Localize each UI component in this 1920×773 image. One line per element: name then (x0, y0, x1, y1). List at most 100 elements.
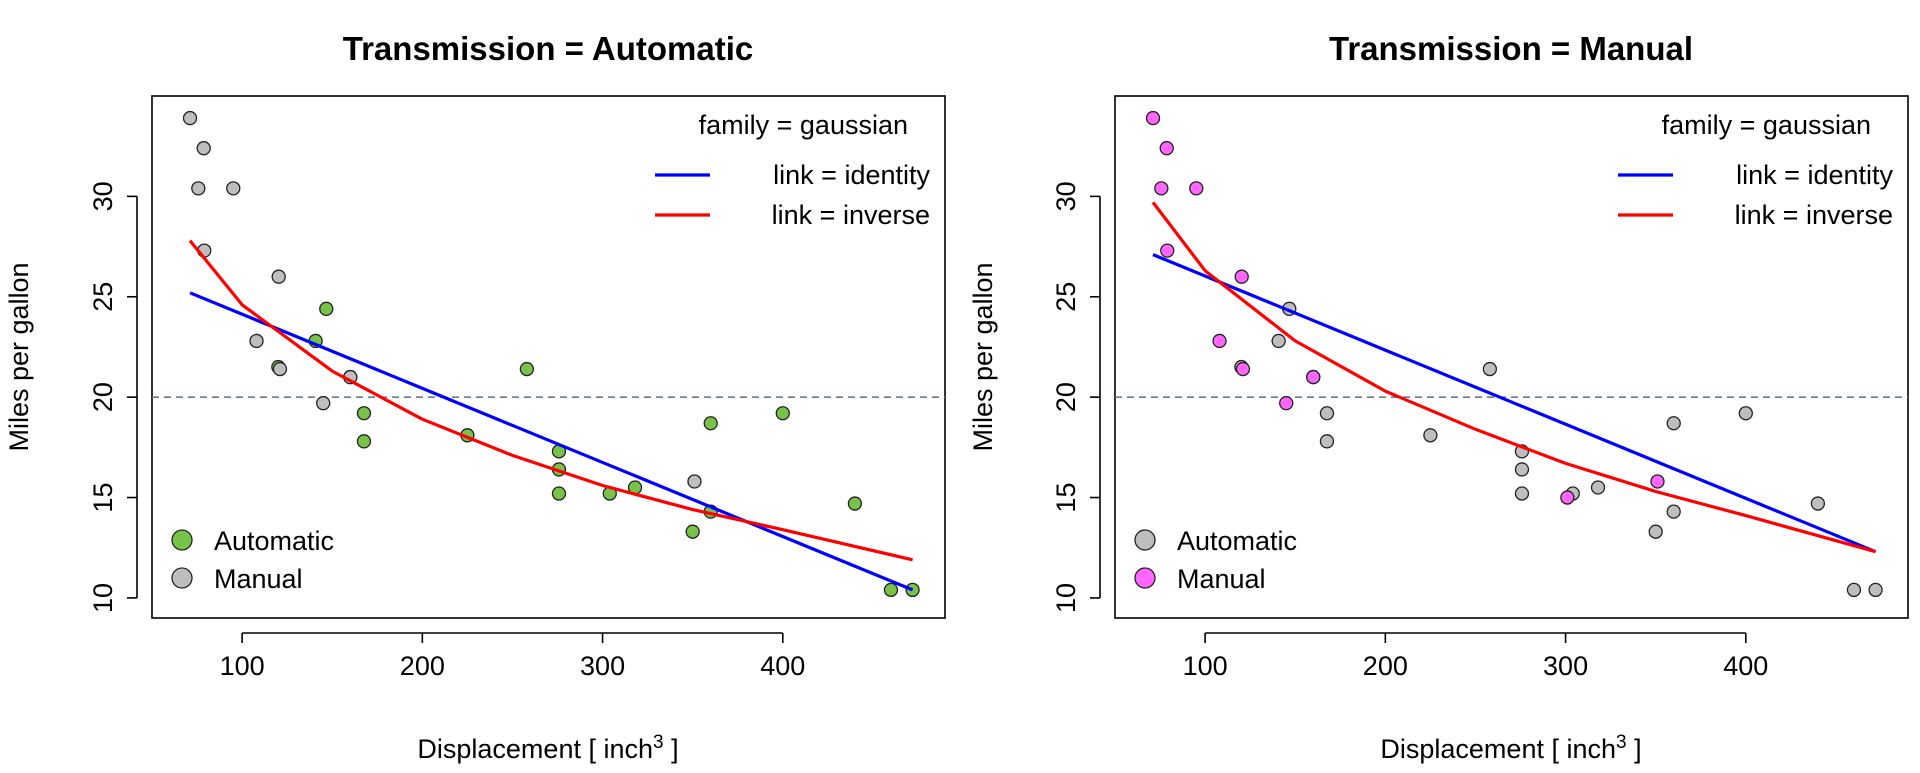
point-automatic (1514, 462, 1530, 477)
point-manual (191, 181, 206, 196)
legend-point-swatch (171, 567, 193, 589)
x-axis-label-end: ] (1627, 734, 1642, 764)
point-automatic (1514, 486, 1530, 501)
x-tick-label: 100 (1183, 651, 1228, 681)
legend-line-label: link = inverse (772, 200, 930, 230)
panel-automatic: Transmission = Automatic 100 200 300 400 10 15… (4, 30, 946, 765)
point-automatic (1666, 504, 1681, 519)
point-manual (1234, 269, 1249, 284)
point-automatic (1590, 480, 1606, 495)
y-tick-label: 20 (1051, 382, 1081, 412)
point-automatic (356, 406, 372, 421)
x-tick-label: 100 (220, 651, 265, 681)
point-manual (271, 269, 286, 284)
legend-title: family = gaussian (699, 110, 908, 140)
point-manual (1650, 474, 1665, 489)
point-manual (182, 110, 198, 126)
x-tick-label: 300 (1543, 651, 1588, 681)
x-tick-label: 400 (760, 651, 805, 681)
legend-point-label: Manual (214, 564, 303, 594)
point-automatic (1482, 361, 1498, 377)
chart-title: Transmission = Automatic (343, 30, 753, 67)
legend-title: family = gaussian (1662, 110, 1871, 140)
x-tick-label: 200 (400, 651, 445, 681)
point-manual (1306, 369, 1321, 385)
y-axis-label: Miles per gallon (968, 262, 998, 451)
legend-point-label: Automatic (1177, 526, 1297, 556)
x-tick-label: 400 (1723, 651, 1768, 681)
fit-line-identity (189, 291, 914, 592)
point-manual (249, 333, 264, 349)
plot-frame (151, 95, 946, 619)
point-manual (1160, 243, 1175, 258)
point-manual (196, 141, 211, 156)
fit-line-inverse (1151, 201, 1877, 554)
point-manual (1235, 361, 1251, 377)
fit-line-identity (1152, 253, 1877, 554)
point-manual (1159, 141, 1174, 156)
x-tick-label: 200 (1363, 651, 1408, 681)
point-automatic (1846, 582, 1862, 598)
legend-point-label: Manual (1177, 564, 1266, 594)
x-axis-label-main: Displacement [ inch (417, 734, 653, 764)
point-automatic (356, 434, 372, 449)
y-tick-label: 10 (88, 583, 118, 613)
legend-line-label: link = identity (1736, 160, 1893, 190)
x-axis-label-end: ] (664, 734, 679, 764)
x-axis-label-main: Displacement [ inch (1380, 734, 1616, 764)
point-manual (1145, 110, 1161, 126)
y-tick-label: 25 (1051, 282, 1081, 312)
y-tick-label: 25 (88, 282, 118, 312)
point-manual (226, 181, 241, 196)
point-manual (1212, 333, 1227, 349)
y-tick-label: 10 (1051, 583, 1081, 613)
y-tick-label: 30 (1051, 181, 1081, 211)
point-manual (1154, 181, 1169, 196)
legend-line-label: link = identity (773, 160, 930, 190)
point-automatic (519, 361, 535, 377)
point-automatic (685, 524, 700, 539)
x-axis-label: Displacement [ inch3 ] (1380, 732, 1641, 765)
point-automatic (775, 406, 790, 421)
y-axis-label: Miles per gallon (4, 262, 34, 451)
point-automatic (1810, 496, 1826, 511)
y-tick-label: 15 (1051, 483, 1081, 513)
chart-title: Transmission = Manual (1329, 30, 1693, 67)
plot-frame (1114, 95, 1909, 619)
y-tick-label: 30 (88, 181, 118, 211)
point-automatic (847, 496, 863, 511)
x-axis-label-sup: 3 (1616, 732, 1627, 753)
x-axis-label-sup: 3 (653, 732, 664, 753)
legend-point-swatch (1134, 529, 1156, 551)
x-tick-label: 300 (580, 651, 625, 681)
point-manual (272, 361, 288, 377)
panel-manual: Transmission = Manual 100 200 300 400 10 15 20 2… (968, 30, 1909, 765)
point-manual (1560, 490, 1575, 505)
point-manual (687, 474, 702, 489)
fit-line-inverse (188, 239, 913, 562)
point-automatic (1738, 406, 1753, 421)
point-manual (316, 396, 331, 411)
legend-point-swatch (1134, 567, 1156, 589)
point-automatic (1423, 428, 1438, 443)
point-manual (1279, 396, 1294, 411)
point-automatic (1648, 524, 1663, 539)
x-axis-label: Displacement [ inch3 ] (417, 732, 678, 765)
legend-point-label: Automatic (214, 526, 334, 556)
point-automatic (1271, 333, 1286, 349)
point-automatic (319, 301, 334, 316)
y-tick-label: 20 (88, 382, 118, 412)
legend-point-swatch (171, 529, 193, 551)
point-automatic (1319, 406, 1335, 421)
point-automatic (551, 486, 567, 501)
point-automatic (883, 582, 899, 598)
legend-line-label: link = inverse (1735, 200, 1893, 230)
point-automatic (703, 416, 718, 431)
point-automatic (1666, 416, 1681, 431)
y-tick-label: 15 (88, 483, 118, 513)
point-automatic (1319, 434, 1335, 449)
point-manual (1189, 181, 1204, 196)
point-automatic (1868, 582, 1883, 598)
